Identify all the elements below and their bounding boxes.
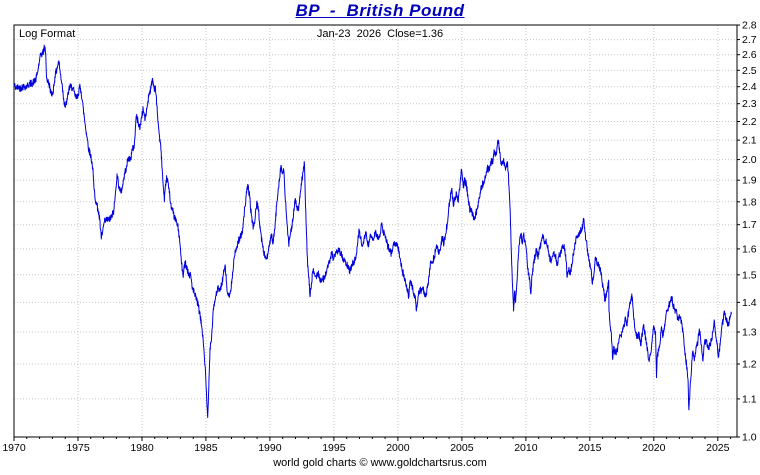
y-tick-label: 2.6 xyxy=(742,49,757,61)
y-tick-label: 1.0 xyxy=(742,432,757,444)
y-tick-label: 1.6 xyxy=(742,243,757,255)
x-tick-label: 2005 xyxy=(450,442,474,454)
x-tick-label: 1970 xyxy=(2,442,26,454)
y-tick-label: 1.3 xyxy=(742,327,757,339)
x-tick-label: 1995 xyxy=(322,442,346,454)
chart-title: BP - British Pound xyxy=(295,1,465,20)
x-tick-label: 2015 xyxy=(578,442,602,454)
y-tick-label: 1.2 xyxy=(742,359,757,371)
x-tick-label: 1985 xyxy=(194,442,218,454)
x-tick-label: 1980 xyxy=(130,442,154,454)
x-tick-label: 2000 xyxy=(386,442,410,454)
y-tick-label: 2.5 xyxy=(742,65,757,77)
attribution-footer: world gold charts © www.goldchartsrus.co… xyxy=(273,457,487,469)
y-tick-label: 2.2 xyxy=(742,116,757,128)
plot-border xyxy=(13,24,738,438)
chart-subtitle-date-close: Jan-23 2026 Close=1.36 xyxy=(316,28,444,40)
y-tick-label: 1.7 xyxy=(742,219,757,231)
price-line xyxy=(13,44,732,418)
y-tick-label: 2.7 xyxy=(742,34,757,46)
y-tick-label: 2.1 xyxy=(742,135,757,147)
y-tick-label: 1.9 xyxy=(742,175,757,187)
y-tick-label: 1.1 xyxy=(742,393,757,405)
y-tick-label: 2.4 xyxy=(742,81,757,93)
y-tick-label: 1.5 xyxy=(742,269,757,281)
x-tick-label: 2010 xyxy=(514,442,538,454)
y-tick-label: 2.8 xyxy=(742,20,757,32)
y-tick-label: 2.3 xyxy=(742,98,757,110)
x-tick-label: 1990 xyxy=(258,442,282,454)
x-tick-label: 2025 xyxy=(706,442,730,454)
y-tick-label: 2.0 xyxy=(742,154,757,166)
x-tick-label: 2020 xyxy=(642,442,666,454)
y-tick-label: 1.8 xyxy=(742,196,757,208)
scale-format-label: Log Format xyxy=(19,28,76,40)
x-tick-label: 1975 xyxy=(66,442,90,454)
y-tick-label: 1.4 xyxy=(742,297,757,309)
